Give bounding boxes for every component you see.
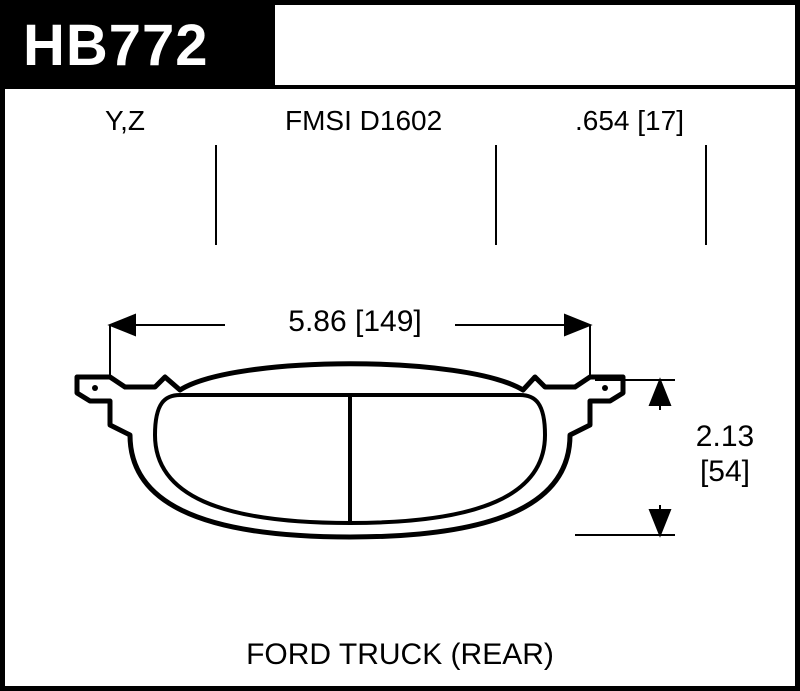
part-number: HB772 <box>23 12 209 79</box>
spec-row: Y,Z FMSI D1602 .654 [17] <box>5 105 795 141</box>
spec-thickness: .654 [17] <box>575 105 684 137</box>
header-bar: HB772 <box>5 5 275 85</box>
spec-compounds: Y,Z <box>105 105 145 137</box>
spec-divider-1 <box>215 145 217 245</box>
brake-pad-figure <box>35 285 775 595</box>
application-label: FORD TRUCK (REAR) <box>5 638 795 672</box>
header-divider <box>5 85 795 89</box>
spec-divider-3 <box>705 145 707 245</box>
diagram-frame: HB772 Y,Z FMSI D1602 .654 [17] 5.86 [149… <box>0 0 800 691</box>
spec-fmsi: FMSI D1602 <box>285 105 442 137</box>
spec-divider-2 <box>495 145 497 245</box>
brake-pad-outline <box>77 364 623 537</box>
